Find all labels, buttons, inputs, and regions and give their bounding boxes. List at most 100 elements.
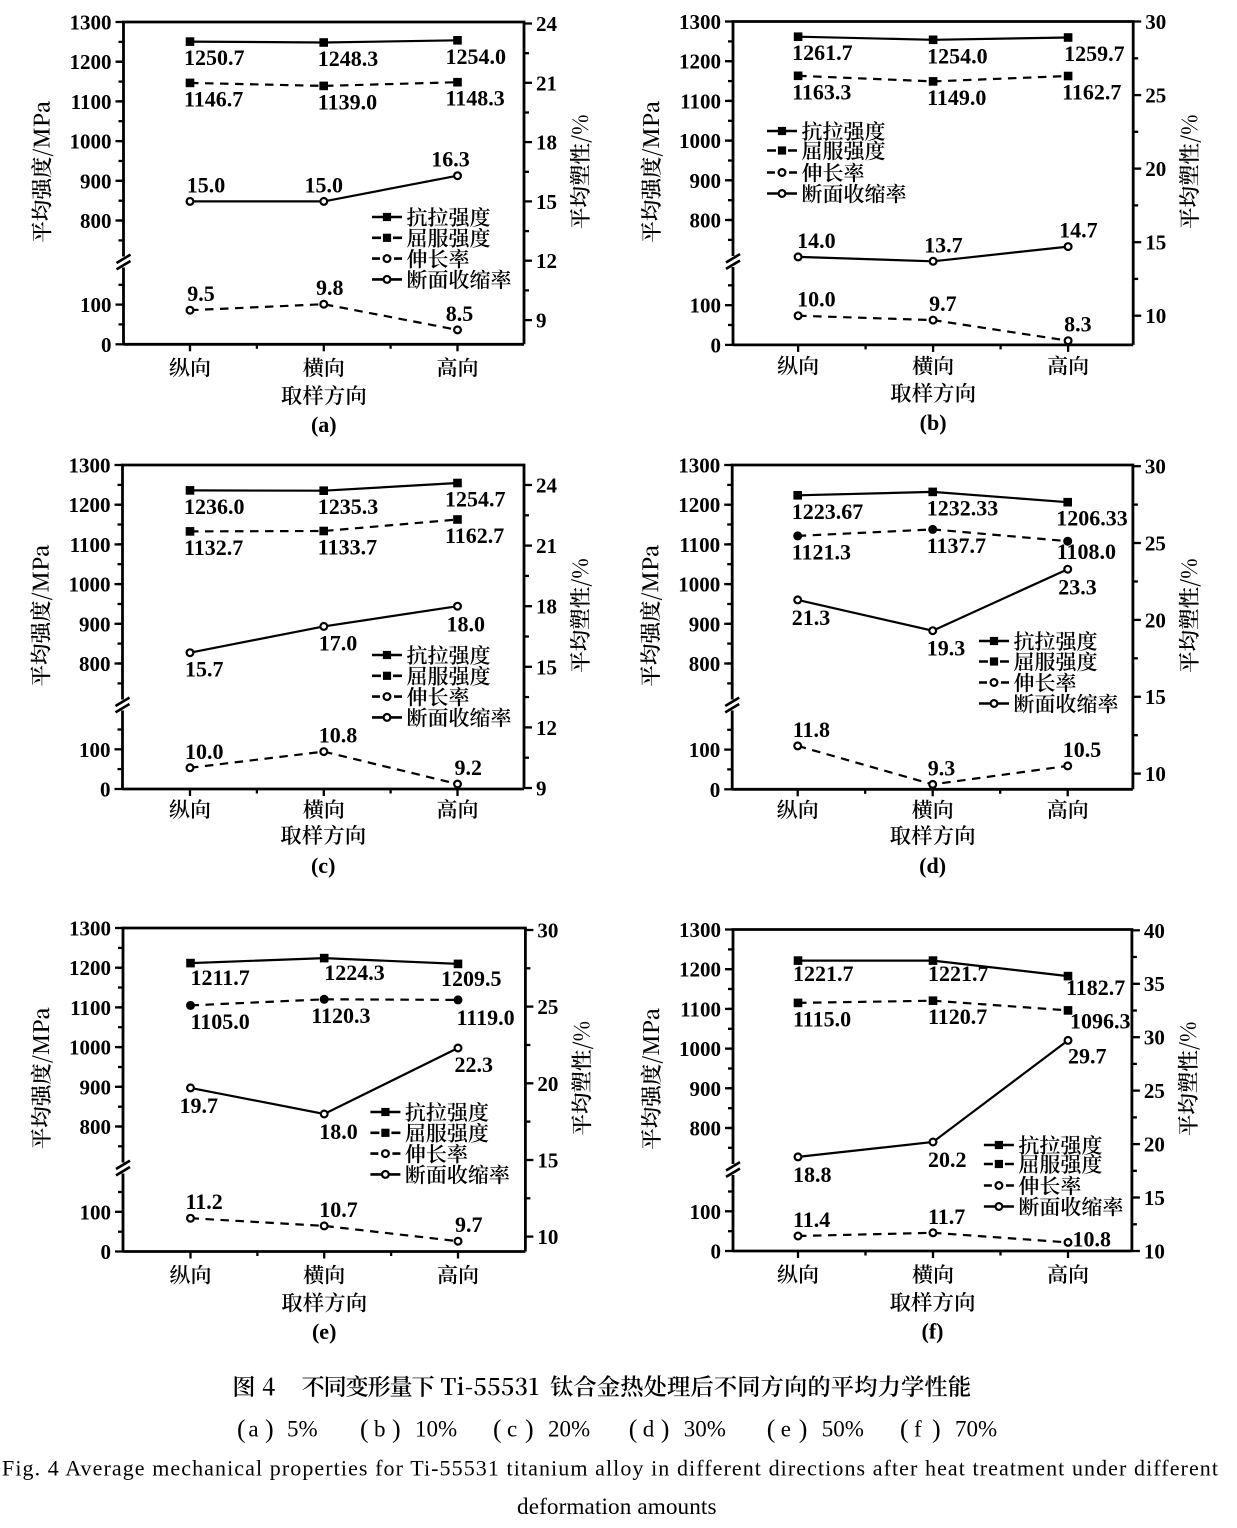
svg-text:1096.3: 1096.3 — [1070, 1008, 1131, 1033]
svg-text:10.8: 10.8 — [319, 723, 358, 748]
svg-text:9: 9 — [536, 309, 547, 333]
svg-text:(: ( — [360, 1415, 369, 1444]
svg-text:50%: 50% — [822, 1417, 864, 1442]
svg-text:(e): (e) — [312, 1319, 336, 1344]
svg-text:15: 15 — [537, 1149, 558, 1173]
svg-text:1236.0: 1236.0 — [184, 494, 245, 519]
svg-text:13.7: 13.7 — [924, 232, 963, 257]
svg-text:19.3: 19.3 — [927, 636, 966, 661]
svg-text:(: ( — [493, 1415, 502, 1444]
svg-text:1000: 1000 — [69, 573, 111, 597]
svg-text:23.3: 23.3 — [1058, 575, 1097, 600]
svg-text:29.7: 29.7 — [1068, 1043, 1107, 1068]
svg-text:(c): (c) — [311, 853, 335, 878]
svg-text:0: 0 — [101, 333, 112, 357]
svg-text:15.0: 15.0 — [187, 172, 226, 197]
svg-text:1200: 1200 — [69, 493, 111, 517]
svg-text:20%: 20% — [548, 1417, 590, 1442]
svg-text:20: 20 — [1145, 157, 1166, 181]
svg-text:1200: 1200 — [70, 50, 112, 74]
svg-text:900: 900 — [689, 612, 721, 636]
svg-text:1261.7: 1261.7 — [792, 40, 853, 65]
svg-text:1300: 1300 — [678, 454, 720, 478]
svg-text:24: 24 — [536, 474, 558, 498]
svg-text:1115.0: 1115.0 — [793, 1006, 851, 1031]
svg-text:1223.67: 1223.67 — [792, 499, 864, 524]
svg-text:800: 800 — [689, 652, 721, 676]
svg-text:1209.5: 1209.5 — [441, 966, 502, 991]
svg-text:1254.0: 1254.0 — [927, 43, 988, 68]
svg-text:1100: 1100 — [680, 89, 721, 113]
svg-text:1000: 1000 — [679, 129, 721, 153]
svg-text:): ) — [265, 1415, 274, 1444]
svg-text:100: 100 — [690, 294, 722, 318]
svg-text:9: 9 — [536, 777, 547, 801]
svg-text:8.3: 8.3 — [1064, 312, 1092, 337]
svg-text:9.8: 9.8 — [316, 275, 344, 300]
svg-text:10: 10 — [1145, 304, 1166, 328]
svg-text:1148.3: 1148.3 — [446, 86, 505, 111]
svg-text:800: 800 — [80, 1115, 112, 1139]
svg-text:1139.0: 1139.0 — [318, 89, 377, 114]
svg-text:9.2: 9.2 — [455, 755, 483, 780]
svg-text:18.0: 18.0 — [319, 1119, 358, 1144]
svg-text:100: 100 — [79, 738, 111, 762]
svg-text:1300: 1300 — [679, 10, 721, 34]
svg-text:25: 25 — [1144, 1079, 1165, 1103]
svg-text:20: 20 — [537, 1072, 558, 1096]
svg-text:21: 21 — [536, 71, 557, 95]
svg-text:1100: 1100 — [680, 997, 721, 1021]
svg-text:16.3: 16.3 — [431, 147, 470, 172]
svg-text:1200: 1200 — [679, 958, 721, 982]
svg-text:(d): (d) — [919, 853, 946, 878]
svg-text:1108.0: 1108.0 — [1057, 539, 1116, 564]
svg-text:11.4: 11.4 — [793, 1207, 830, 1232]
svg-text:1105.0: 1105.0 — [191, 1009, 250, 1034]
svg-text:25: 25 — [537, 995, 558, 1019]
svg-text:15.7: 15.7 — [185, 657, 224, 682]
svg-text:1162.7: 1162.7 — [445, 523, 504, 548]
svg-text:(: ( — [900, 1415, 909, 1444]
svg-text:100: 100 — [80, 1200, 112, 1224]
svg-text:): ) — [525, 1415, 534, 1444]
svg-text:0: 0 — [101, 1240, 112, 1264]
svg-text:1120.7: 1120.7 — [928, 1004, 987, 1029]
svg-text:1221.7: 1221.7 — [928, 961, 989, 986]
svg-text:15: 15 — [536, 655, 557, 679]
svg-text:0: 0 — [711, 333, 722, 357]
svg-text:0: 0 — [710, 778, 721, 802]
svg-text:10.8: 10.8 — [1073, 1226, 1112, 1251]
svg-text:10: 10 — [1145, 762, 1166, 786]
svg-text:1182.7: 1182.7 — [1066, 975, 1125, 1000]
svg-text:(: ( — [629, 1415, 638, 1444]
svg-text:1254.7: 1254.7 — [445, 487, 506, 512]
svg-text:): ) — [661, 1415, 670, 1444]
svg-text:11.2: 11.2 — [186, 1189, 223, 1214]
svg-text:1300: 1300 — [69, 917, 111, 941]
svg-text:20: 20 — [1145, 608, 1166, 632]
svg-text:100: 100 — [80, 293, 112, 317]
svg-text:100: 100 — [689, 738, 721, 762]
svg-text:12: 12 — [536, 716, 557, 740]
svg-text:a: a — [248, 1417, 258, 1442]
svg-text:100: 100 — [690, 1200, 722, 1224]
svg-text:900: 900 — [690, 1077, 722, 1101]
svg-text:1000: 1000 — [70, 130, 112, 154]
svg-text:22.3: 22.3 — [455, 1052, 494, 1077]
svg-text:17.0: 17.0 — [319, 630, 358, 655]
svg-text:0: 0 — [100, 778, 111, 802]
svg-text:1248.3: 1248.3 — [318, 46, 379, 71]
svg-text:1200: 1200 — [679, 50, 721, 74]
svg-text:1133.7: 1133.7 — [318, 535, 377, 560]
svg-text:1162.7: 1162.7 — [1062, 80, 1121, 105]
svg-text:1100: 1100 — [70, 996, 111, 1020]
svg-text:c: c — [507, 1417, 517, 1442]
svg-text:10.7: 10.7 — [319, 1197, 358, 1222]
svg-text:(b): (b) — [920, 410, 947, 435]
svg-text:1120.3: 1120.3 — [311, 1003, 370, 1028]
svg-text:(a): (a) — [311, 412, 337, 437]
svg-text:d: d — [643, 1417, 655, 1442]
svg-text:8.5: 8.5 — [446, 301, 474, 326]
svg-text:1254.0: 1254.0 — [446, 44, 507, 69]
svg-text:14.7: 14.7 — [1059, 218, 1098, 243]
